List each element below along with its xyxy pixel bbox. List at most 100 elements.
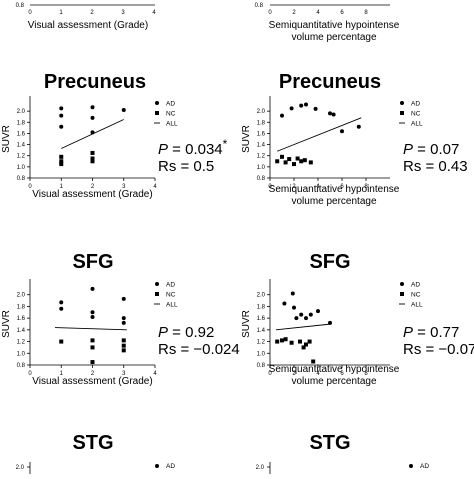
panel-sfg-semiquant: SFG 0.8 1.0 1.2 1.4 1.6 1.8 2.0 0 2 4 6 8 SUVR Semiqua… <box>241 251 474 387</box>
panel-title: Precuneus <box>44 71 146 93</box>
svg-text:2: 2 <box>90 10 94 16</box>
data-point-nc <box>90 345 95 350</box>
svg-text:0: 0 <box>28 10 32 16</box>
data-point-nc <box>280 338 284 343</box>
data-point-ad <box>282 301 287 306</box>
legend-label-ad: AD <box>411 282 420 289</box>
data-point-ad <box>121 108 126 113</box>
data-point-nc <box>280 154 284 159</box>
svg-text:8: 8 <box>364 10 368 16</box>
x-axis-label-line1: Semiquantitative hypointense <box>269 364 400 375</box>
x-tick-label: 1 <box>60 371 64 377</box>
data-point-ad <box>308 312 313 317</box>
legend-marker-ad <box>155 464 159 468</box>
data-point-ad <box>59 124 64 129</box>
data-point-nc <box>90 159 95 164</box>
x-tick-label: 6 <box>340 184 344 190</box>
legend-label-ad: AD <box>166 463 175 470</box>
data-point-ad <box>328 111 332 116</box>
data-point-ad <box>59 306 64 311</box>
data-point-nc <box>295 156 300 161</box>
y-tick-label: 1.2 <box>257 154 266 160</box>
legend-label-nc: NC <box>166 292 176 299</box>
y-tick-label: 2.0 <box>17 109 26 115</box>
x-tick-label: 0 <box>28 371 32 377</box>
y-tick-label: 1.6 <box>257 131 266 137</box>
data-point-ad <box>299 312 304 317</box>
stat-rs-value: Rs = 0.5 <box>158 158 214 175</box>
data-point-nc <box>90 360 95 365</box>
legend: AD NC ALL <box>154 101 178 128</box>
x-axis-label: Visual assessment (Grade) <box>32 189 152 200</box>
regression-line-all <box>61 119 124 149</box>
panel-sfg-visual: SFG 0.8 1.0 1.2 1.4 1.6 1.8 2.0 0 1 2 3 4 SUVR Visual … <box>1 251 240 387</box>
x-tick-label: 2 <box>91 184 95 190</box>
y-tick-label: 2.0 <box>257 293 266 299</box>
data-point-nc <box>283 337 288 342</box>
x-tick-label: 3 <box>122 371 126 377</box>
y-tick-label: 1.8 <box>257 304 266 310</box>
panel-title: SFG <box>72 251 113 273</box>
data-point-ad <box>299 103 304 108</box>
regression-line-all <box>275 323 332 331</box>
data-point-ad <box>90 115 95 120</box>
data-point-ad <box>90 105 95 110</box>
panel-precuneus-semiquant: Precuneus 0.8 1.0 1.2 1.4 1.6 1.8 2.0 0 2 4 6 8 SUVR S… <box>241 71 468 207</box>
y-tick-label: 1.4 <box>257 328 266 334</box>
stat-p-value: P = 0.92 <box>158 324 214 341</box>
legend-marker-nc <box>400 292 404 296</box>
y-tick-label: 1.4 <box>17 143 26 149</box>
x-axis-label-line2: volume percentage <box>291 196 376 207</box>
legend-label-ad: AD <box>420 463 429 470</box>
legend: AD NC ALL <box>399 101 423 128</box>
legend-marker-nc <box>155 111 159 115</box>
legend-label-ad: AD <box>166 282 175 289</box>
svg-text:6: 6 <box>340 10 344 16</box>
data-point-ad <box>90 286 95 291</box>
legend-marker-ad <box>155 101 159 105</box>
legend-marker-nc <box>400 111 404 115</box>
stat-p-value: P = 0.07 <box>403 141 459 158</box>
x-tick-label: 4 <box>316 184 320 190</box>
y-tick-label: 1.8 <box>257 120 266 126</box>
y-tick-label: 0.8 <box>257 176 266 182</box>
bottom-row-right-remnant: STG 2.0 AD <box>256 432 429 474</box>
svg-text:0.8: 0.8 <box>255 3 264 9</box>
panel-title: STG <box>309 432 350 454</box>
panel-title: Precuneus <box>279 71 381 93</box>
x-tick-label: 8 <box>364 184 368 190</box>
data-point-nc <box>275 339 280 344</box>
y-tick-label: 2.0 <box>256 465 265 471</box>
data-point-nc <box>304 342 308 347</box>
bottom-row-left-remnant: STG 2.0 AD <box>16 432 175 474</box>
stat-p-value: P = 0.034* <box>158 137 228 158</box>
y-tick-label: 1.2 <box>17 154 26 160</box>
data-point-nc <box>90 338 95 343</box>
data-point-ad <box>121 320 126 325</box>
panel-precuneus-visual: Precuneus 0.8 1.0 1.2 1.4 1.6 1.8 2.0 0 1 2 3 4 SUVR V… <box>1 71 228 200</box>
top-row-right-remnant: 0.8 0 2 4 6 8 Semiquantitative hypointen… <box>255 3 400 43</box>
panel-title: SFG <box>309 251 350 273</box>
data-point-nc <box>121 338 126 343</box>
data-point-ad <box>340 129 344 134</box>
x-tick-label: 0 <box>268 371 272 377</box>
stat-rs-value: Rs = −0.07 <box>403 341 474 358</box>
data-point-ad <box>313 106 318 111</box>
x-tick-label: 1 <box>60 184 64 190</box>
legend-label-nc: NC <box>166 111 176 118</box>
stat-p-number: = 0.77 <box>413 324 459 341</box>
regression-line-all <box>277 117 362 152</box>
y-axis-label: SUVR <box>241 125 252 153</box>
legend-marker-ad <box>400 101 404 105</box>
data-point-nc <box>287 157 292 162</box>
data-point-nc <box>121 348 126 353</box>
data-point-ad <box>292 305 296 310</box>
y-tick-label: 1.6 <box>257 316 266 322</box>
stat-p-number: = 0.92 <box>168 324 214 341</box>
top-row-left-remnant: 0.8 0 1 2 3 4 Visual assessment (Grade) <box>16 3 157 31</box>
x-tick-label: 4 <box>316 371 320 377</box>
y-tick-label: 1.0 <box>17 165 26 171</box>
x-tick-label: 6 <box>340 371 344 377</box>
